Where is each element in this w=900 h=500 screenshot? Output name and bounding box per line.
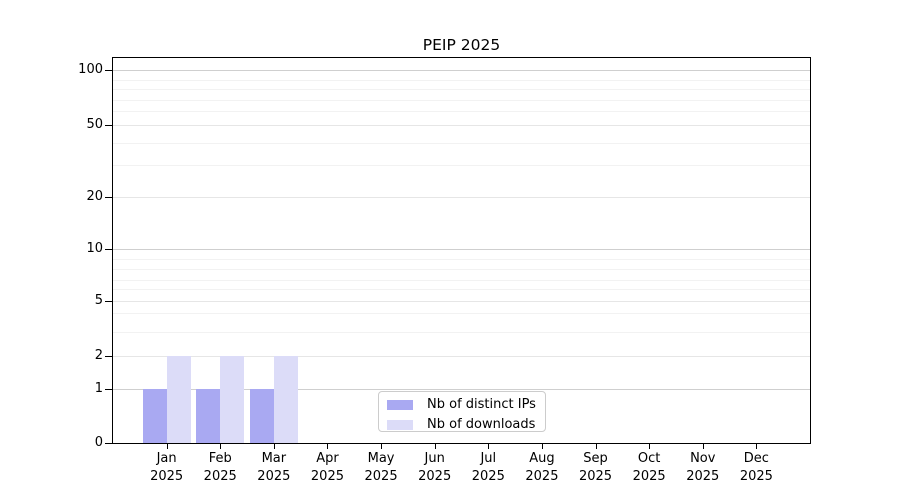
- x-tick-mark: [381, 444, 383, 449]
- x-tick-label-oct: Oct 2025: [632, 451, 666, 484]
- y-tick-label-1: 1: [94, 381, 103, 396]
- gridline-90: [113, 80, 810, 81]
- x-tick-label-dec: Dec 2025: [739, 451, 773, 484]
- legend-swatch-icon: [387, 420, 413, 430]
- x-tick-label-feb: Feb 2025: [203, 451, 237, 484]
- y-tick-mark: [105, 197, 112, 198]
- x-tick-label-jun: Jun 2025: [418, 451, 452, 484]
- y-tick-mark: [105, 356, 112, 357]
- gridline-80: [113, 89, 810, 90]
- x-tick-mark: [327, 444, 329, 449]
- legend-item-1: Nb of downloads: [387, 417, 537, 433]
- x-tick-mark: [220, 444, 222, 449]
- y-tick-label-100: 100: [78, 62, 103, 77]
- legend-label: Nb of downloads: [427, 417, 536, 432]
- gridline-40: [113, 143, 810, 144]
- x-tick-label-mar: Mar 2025: [257, 451, 291, 484]
- chart-title: PEIP 2025: [422, 36, 501, 54]
- x-tick-label-jan: Jan 2025: [150, 451, 184, 484]
- y-tick-mark: [105, 389, 112, 390]
- gridline-5: [113, 301, 810, 302]
- bar-distinct-ips-feb: [196, 389, 221, 443]
- bar-downloads-jan: [166, 356, 191, 443]
- y-tick-mark: [105, 125, 112, 126]
- legend-swatch-icon: [387, 400, 413, 410]
- bar-distinct-ips-jan: [142, 389, 167, 443]
- bar-downloads-mar: [273, 356, 298, 443]
- bar-distinct-ips-mar: [249, 389, 274, 443]
- y-tick-mark: [105, 443, 112, 444]
- gridline-3: [113, 332, 810, 333]
- y-tick-mark: [105, 301, 112, 302]
- x-tick-label-aug: Aug 2025: [525, 451, 559, 484]
- x-tick-label-apr: Apr 2025: [310, 451, 344, 484]
- y-tick-mark: [105, 70, 112, 71]
- gridline-100: [113, 70, 810, 71]
- gridline-9: [113, 259, 810, 260]
- gridline-1: [113, 389, 810, 390]
- y-tick-label-0: 0: [94, 435, 103, 450]
- x-tick-mark: [273, 444, 275, 449]
- x-tick-label-may: May 2025: [364, 451, 398, 484]
- x-tick-mark: [702, 444, 704, 449]
- gridline-60: [113, 111, 810, 112]
- x-tick-mark: [649, 444, 651, 449]
- y-tick-label-2: 2: [94, 348, 103, 363]
- x-tick-label-nov: Nov 2025: [686, 451, 720, 484]
- gridlines-layer: [113, 58, 810, 443]
- gridline-10: [113, 249, 810, 250]
- gridline-70: [113, 100, 810, 101]
- x-tick-mark: [541, 444, 543, 449]
- gridline-8: [113, 269, 810, 270]
- legend: Nb of distinct IPs Nb of downloads: [378, 391, 546, 432]
- x-tick-mark: [166, 444, 168, 449]
- x-tick-label-sep: Sep 2025: [578, 451, 613, 484]
- gridline-6: [113, 289, 810, 290]
- bars-layer: [113, 58, 810, 443]
- gridline-2: [113, 356, 810, 357]
- legend-item-0: Nb of distinct IPs: [387, 397, 537, 413]
- plot-area: Nb of distinct IPs Nb of downloads: [112, 57, 811, 444]
- y-tick-label-5: 5: [94, 293, 103, 308]
- gridline-7: [113, 280, 810, 281]
- x-tick-mark: [595, 444, 597, 449]
- x-tick-label-jul: Jul 2025: [471, 451, 505, 484]
- x-tick-mark: [756, 444, 758, 449]
- gridline-50: [113, 125, 810, 126]
- bar-downloads-feb: [220, 356, 245, 443]
- y-tick-label-50: 50: [86, 117, 103, 132]
- legend-label: Nb of distinct IPs: [427, 397, 536, 412]
- y-tick-label-20: 20: [86, 189, 103, 204]
- x-tick-mark: [434, 444, 436, 449]
- y-tick-mark: [105, 249, 112, 250]
- gridline-30: [113, 165, 810, 166]
- gridline-4: [113, 313, 810, 314]
- y-tick-label-10: 10: [86, 241, 103, 256]
- gridline-20: [113, 197, 810, 198]
- x-tick-mark: [488, 444, 490, 449]
